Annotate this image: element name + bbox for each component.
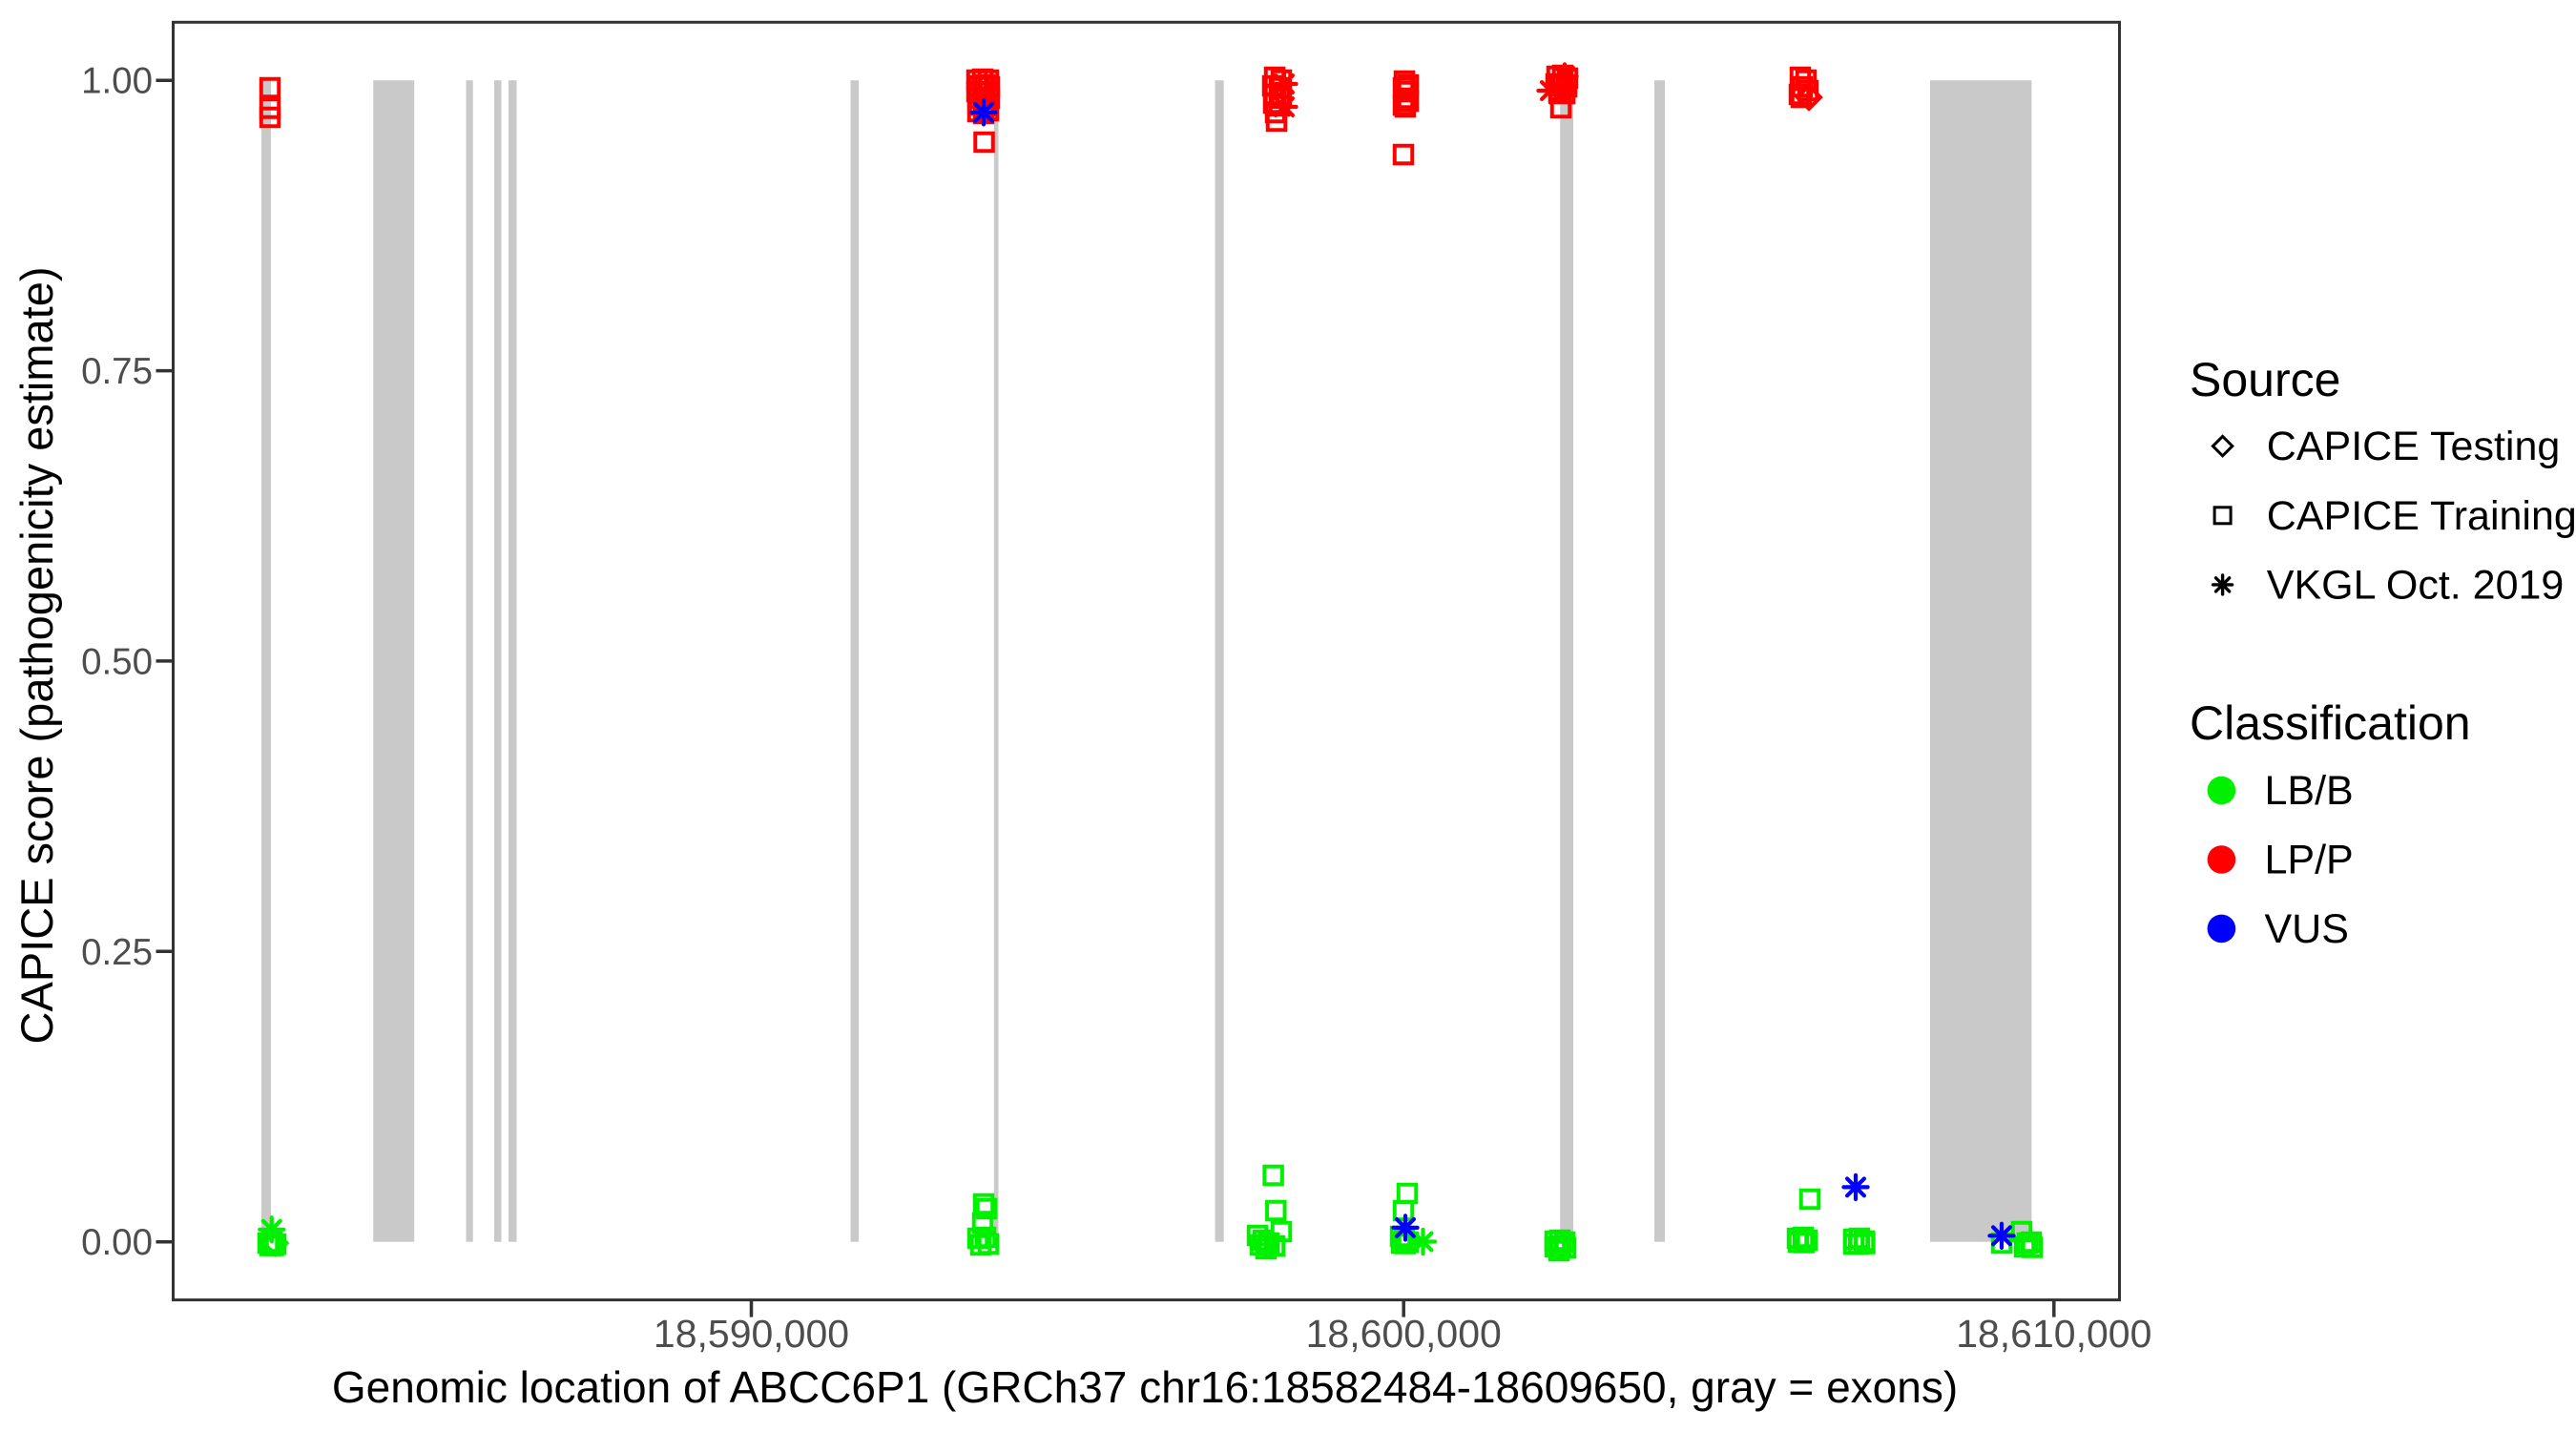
svg-text:CAPICE Training: CAPICE Training	[2267, 493, 2576, 539]
svg-text:CAPICE score (pathogenicity es: CAPICE score (pathogenicity estimate)	[11, 267, 62, 1045]
svg-text:VUS: VUS	[2265, 906, 2349, 952]
svg-text:0.75: 0.75	[81, 351, 153, 392]
svg-text:18,610,000: 18,610,000	[1956, 1312, 2151, 1356]
svg-text:0.50: 0.50	[81, 641, 153, 682]
svg-text:CAPICE Testing: CAPICE Testing	[2267, 424, 2561, 469]
svg-text:Genomic location of ABCC6P1 (G: Genomic location of ABCC6P1 (GRCh37 chr1…	[332, 1362, 1958, 1412]
svg-text:18,590,000: 18,590,000	[654, 1312, 849, 1356]
svg-text:1.00: 1.00	[81, 61, 153, 102]
svg-text:LB/B: LB/B	[2265, 768, 2354, 814]
svg-text:0.00: 0.00	[81, 1222, 153, 1263]
svg-text:LP/P: LP/P	[2265, 838, 2354, 883]
svg-text:VKGL Oct. 2019: VKGL Oct. 2019	[2267, 562, 2565, 608]
svg-text:18,600,000: 18,600,000	[1306, 1312, 1502, 1356]
svg-text:Source: Source	[2190, 353, 2340, 406]
svg-text:0.25: 0.25	[81, 932, 153, 973]
svg-text:Classification: Classification	[2190, 696, 2471, 750]
